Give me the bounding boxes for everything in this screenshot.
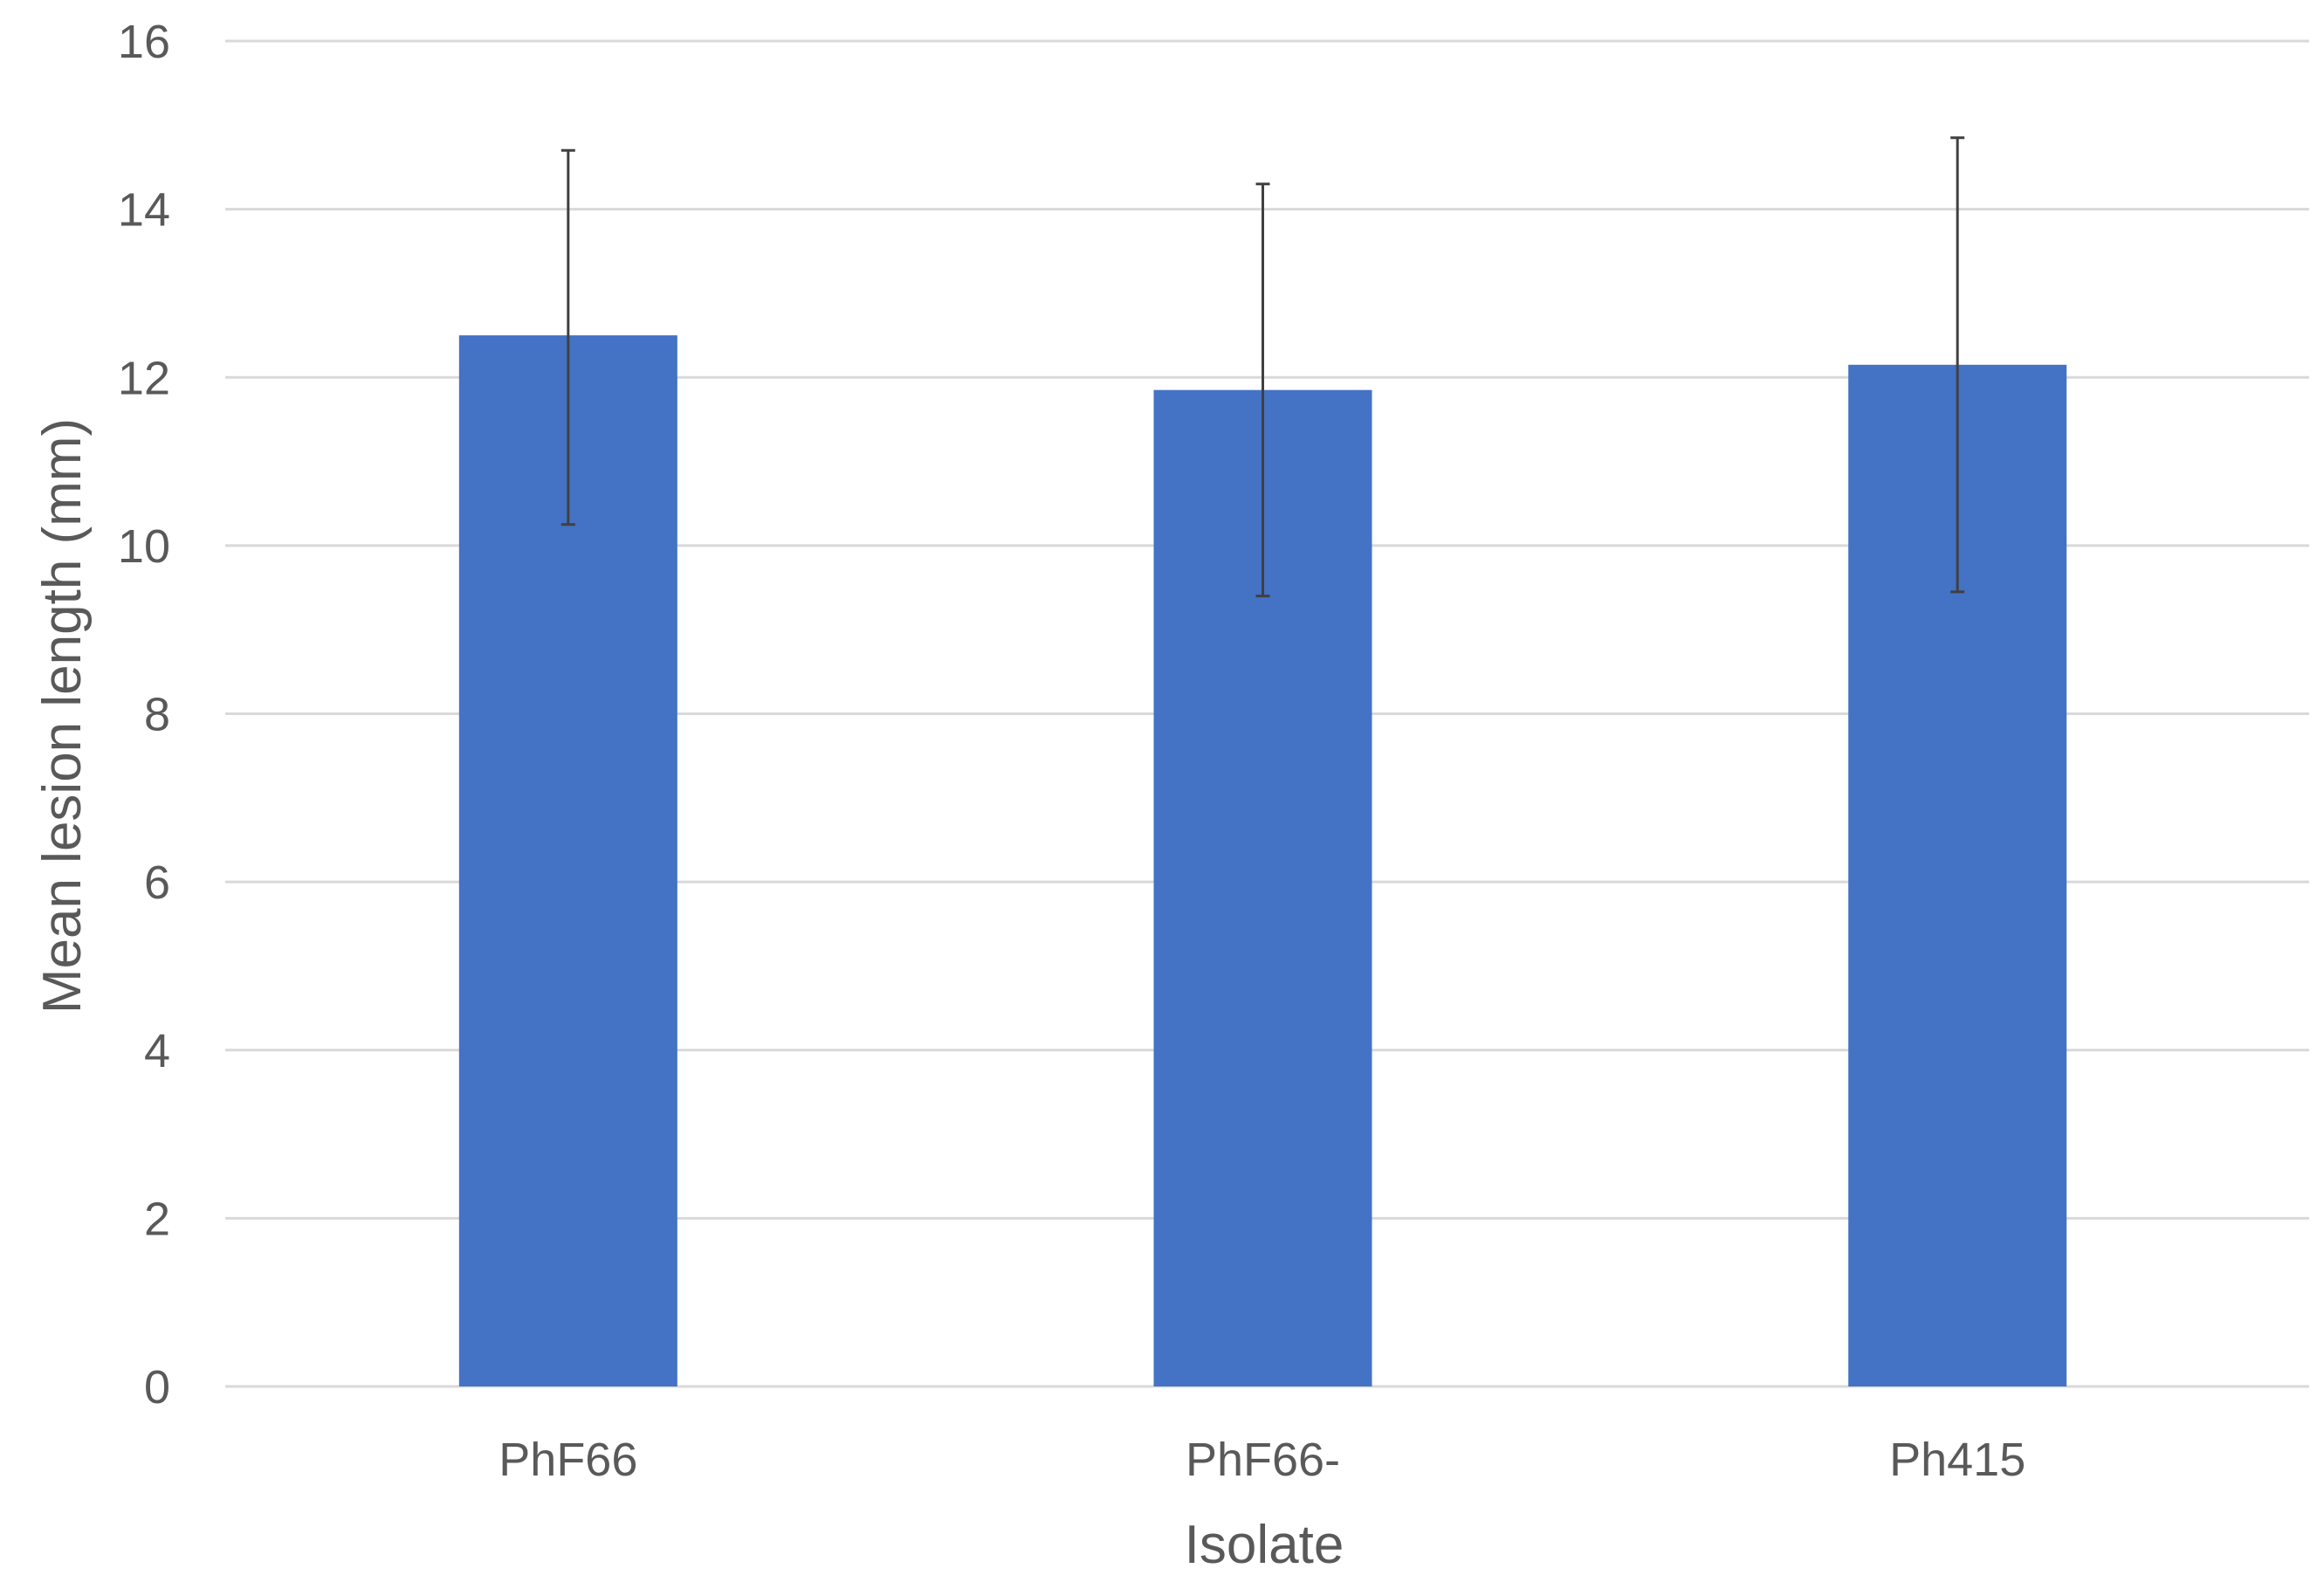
x-tick-label: PhF66 bbox=[498, 1434, 637, 1486]
x-tick-label: PhF66- bbox=[1186, 1434, 1340, 1486]
y-tick-label: 4 bbox=[144, 1025, 170, 1077]
y-tick-label: 12 bbox=[118, 352, 170, 404]
y-tick-label: 14 bbox=[118, 184, 170, 237]
y-tick-labels: 0 2 4 6 8 10 12 14 16 bbox=[118, 16, 170, 1414]
error-bar bbox=[560, 148, 575, 526]
y-tick-label: 16 bbox=[118, 16, 170, 68]
x-tick-label: Ph415 bbox=[1889, 1434, 2025, 1486]
error-bar bbox=[1950, 136, 1965, 594]
y-tick-label: 8 bbox=[144, 689, 170, 741]
x-axis-title: Isolate bbox=[1185, 1515, 1344, 1575]
error-bars bbox=[560, 136, 1965, 598]
y-tick-label: 10 bbox=[118, 520, 170, 573]
y-axis-title: Mean lesion length (mm) bbox=[32, 418, 93, 1014]
y-tick-label: 2 bbox=[144, 1193, 170, 1245]
y-tick-label: 0 bbox=[144, 1361, 170, 1414]
error-bar bbox=[1255, 182, 1270, 598]
y-tick-label: 6 bbox=[144, 856, 170, 909]
x-tick-labels: PhF66 PhF66- Ph415 bbox=[498, 1434, 2025, 1486]
